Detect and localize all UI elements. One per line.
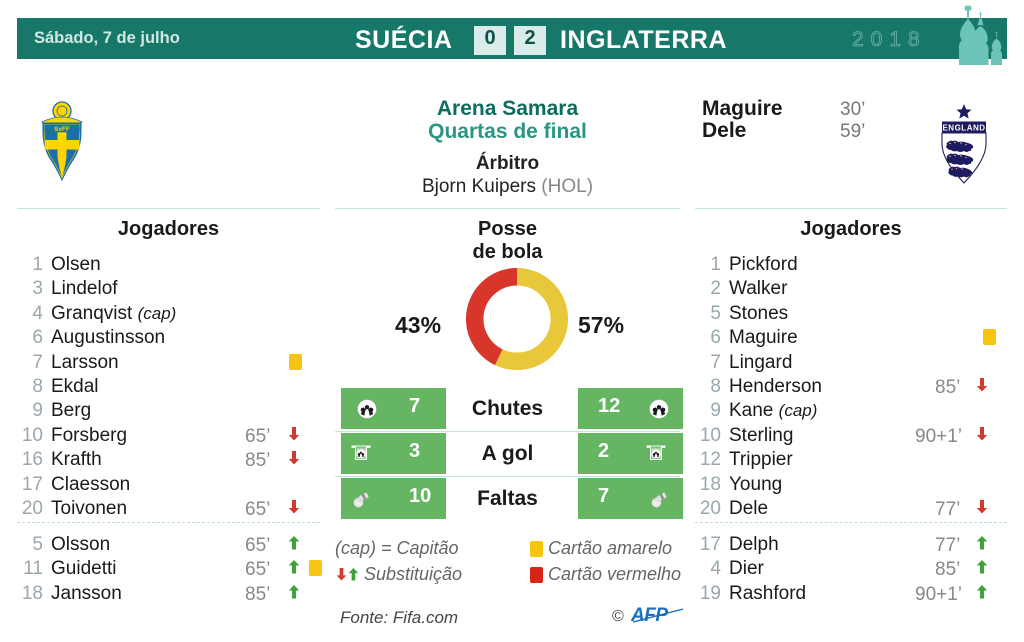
- svg-text:AFP: AFP: [631, 605, 668, 626]
- svg-text:SvFF: SvFF: [54, 126, 70, 133]
- svg-text:ENGLAND: ENGLAND: [942, 124, 985, 133]
